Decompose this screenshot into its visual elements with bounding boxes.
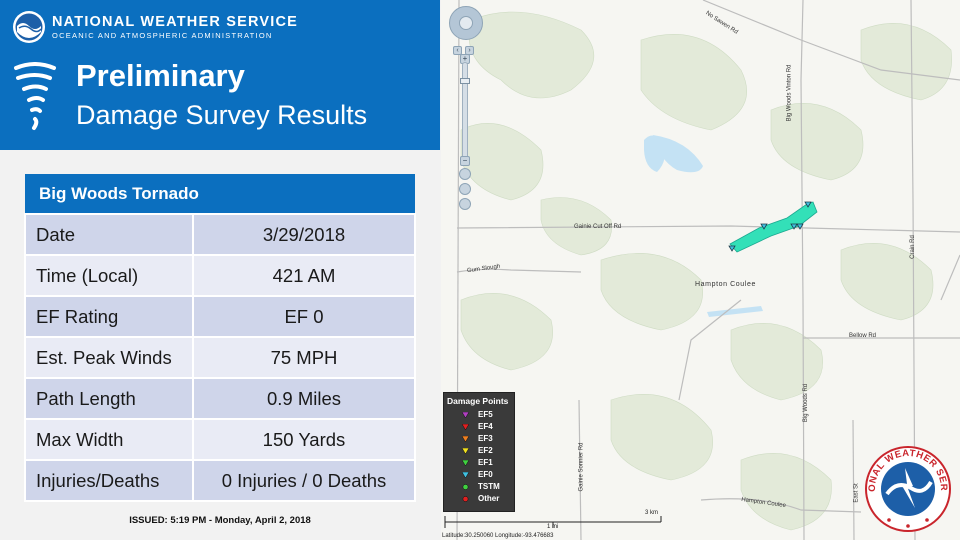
agency-name: NATIONAL WEATHER SERVICE — [52, 14, 299, 30]
legend-list: EF5 EF4 EF3 EF2 EF1 EF0 TSTM Other — [444, 409, 514, 505]
legend-item-label: Other — [478, 494, 500, 503]
road-label-big-woods-vinton: Big Woods Vinton Rd — [786, 64, 793, 122]
legend-item-label: EF4 — [478, 422, 493, 431]
zoom-slider[interactable] — [462, 62, 468, 162]
table-row: Injuries/Deaths 0 Injuries / 0 Deaths — [24, 459, 416, 502]
prev-extent-button[interactable]: ‹ — [453, 46, 462, 55]
legend-item: EF2 — [444, 445, 514, 457]
place-label-hampton-coulee: Hampton Coulee — [695, 281, 756, 288]
legend-item-label: EF1 — [478, 458, 493, 467]
row-value: 0.9 Miles — [192, 377, 416, 420]
legend-item: EF4 — [444, 421, 514, 433]
triangle-marker-icon — [462, 424, 469, 430]
pan-hand-icon[interactable] — [459, 168, 471, 180]
row-label: Date — [24, 213, 194, 256]
coordinates-readout: Latitude:30.250060 Longitude:-93.476683 — [442, 533, 554, 539]
legend-item-label: EF0 — [478, 470, 493, 479]
table-row: EF Rating EF 0 — [24, 295, 416, 338]
row-label: EF Rating — [24, 295, 194, 338]
circle-marker-icon — [462, 484, 469, 490]
legend-item: EF0 — [444, 469, 514, 481]
triangle-marker-icon — [462, 448, 469, 454]
road-label-east-st: East St — [853, 483, 860, 503]
road-label-crain: Crain Rd — [909, 235, 916, 259]
zoom-in-tool-icon[interactable] — [459, 183, 471, 195]
noaa-logo-icon — [13, 11, 45, 43]
legend-item-label: EF5 — [478, 410, 493, 419]
row-value: 75 MPH — [192, 336, 416, 379]
zoom-out-tool-icon[interactable] — [459, 198, 471, 210]
legend-item: EF5 — [444, 409, 514, 421]
row-label: Est. Peak Winds — [24, 336, 194, 379]
tornado-path — [729, 201, 818, 253]
circle-marker-icon — [462, 496, 469, 502]
road-label-big-woods: Big Woods Rd — [803, 383, 810, 423]
legend-item-label: EF2 — [478, 446, 493, 455]
legend-title: Damage Points — [447, 396, 509, 406]
title-line-2: Damage Survey Results — [76, 100, 368, 130]
legend-item: TSTM — [444, 481, 514, 493]
map-legend: Damage Points EF5 EF4 EF3 EF2 EF1 EF0 TSTM Othe… — [443, 392, 515, 512]
triangle-marker-icon — [462, 412, 469, 418]
map-basemap — [456, 0, 960, 540]
row-label: Time (Local) — [24, 254, 194, 297]
survey-panel: NATIONAL WEATHER SERVICE OCEANIC AND ATM… — [0, 0, 440, 540]
table-row: Path Length 0.9 Miles — [24, 377, 416, 420]
table-row: Max Width 150 Yards — [24, 418, 416, 461]
table-row: Time (Local) 421 AM — [24, 254, 416, 297]
scale-mi-label: 1 mi — [547, 524, 559, 530]
table-row: Date 3/29/2018 — [24, 213, 416, 256]
row-value: 3/29/2018 — [192, 213, 416, 256]
legend-item: EF1 — [444, 457, 514, 469]
scale-bar: 1 mi 3 km — [441, 510, 671, 540]
row-label: Max Width — [24, 418, 194, 461]
table-row: Est. Peak Winds 75 MPH — [24, 336, 416, 379]
row-label: Injuries/Deaths — [24, 459, 194, 502]
subagency-name: OCEANIC AND ATMOSPHERIC ADMINISTRATION — [52, 31, 273, 40]
scale-km-label: 3 km — [645, 510, 659, 516]
survey-table: Big Woods Tornado Date 3/29/2018 Time (L… — [24, 174, 416, 502]
globe-icon[interactable] — [459, 16, 473, 30]
road-label-gainie-sonnier: Gainie Sonnier Rd — [578, 442, 585, 492]
triangle-marker-icon — [462, 460, 469, 466]
zoom-slider-handle[interactable] — [460, 78, 470, 84]
title-line-1: Preliminary — [76, 58, 245, 93]
zoom-out-button[interactable]: − — [460, 156, 470, 166]
row-value: 0 Injuries / 0 Deaths — [192, 459, 416, 502]
tornado-name: Big Woods Tornado — [25, 174, 415, 215]
legend-item-label: TSTM — [478, 482, 500, 491]
triangle-marker-icon — [462, 436, 469, 442]
header-banner: NATIONAL WEATHER SERVICE OCEANIC AND ATM… — [0, 0, 440, 150]
legend-item: Other — [444, 493, 514, 505]
row-value: 150 Yards — [192, 418, 416, 461]
legend-item-label: EF3 — [478, 434, 493, 443]
legend-item: EF3 — [444, 433, 514, 445]
tornado-icon — [14, 62, 56, 130]
row-value: EF 0 — [192, 295, 416, 338]
road-label-gainie-cut-off: Gainie Cut Off Rd — [574, 224, 622, 230]
damage-map[interactable]: No Sawen Rd Big Woods Vinton Rd Gainie C… — [441, 0, 960, 540]
pan-control[interactable] — [449, 6, 483, 40]
scale-bar-graphic — [444, 516, 662, 528]
row-value: 421 AM — [192, 254, 416, 297]
issued-timestamp: ISSUED: 5:19 PM - Monday, April 2, 2018 — [129, 515, 311, 526]
nws-seal-icon: NATIONAL WEATHER SERVICE — [865, 446, 951, 532]
triangle-marker-icon — [462, 472, 469, 478]
row-label: Path Length — [24, 377, 194, 420]
map-navigation: ‹ › + − — [449, 6, 485, 210]
road-label-bellow: Bellow Rd — [849, 333, 877, 339]
